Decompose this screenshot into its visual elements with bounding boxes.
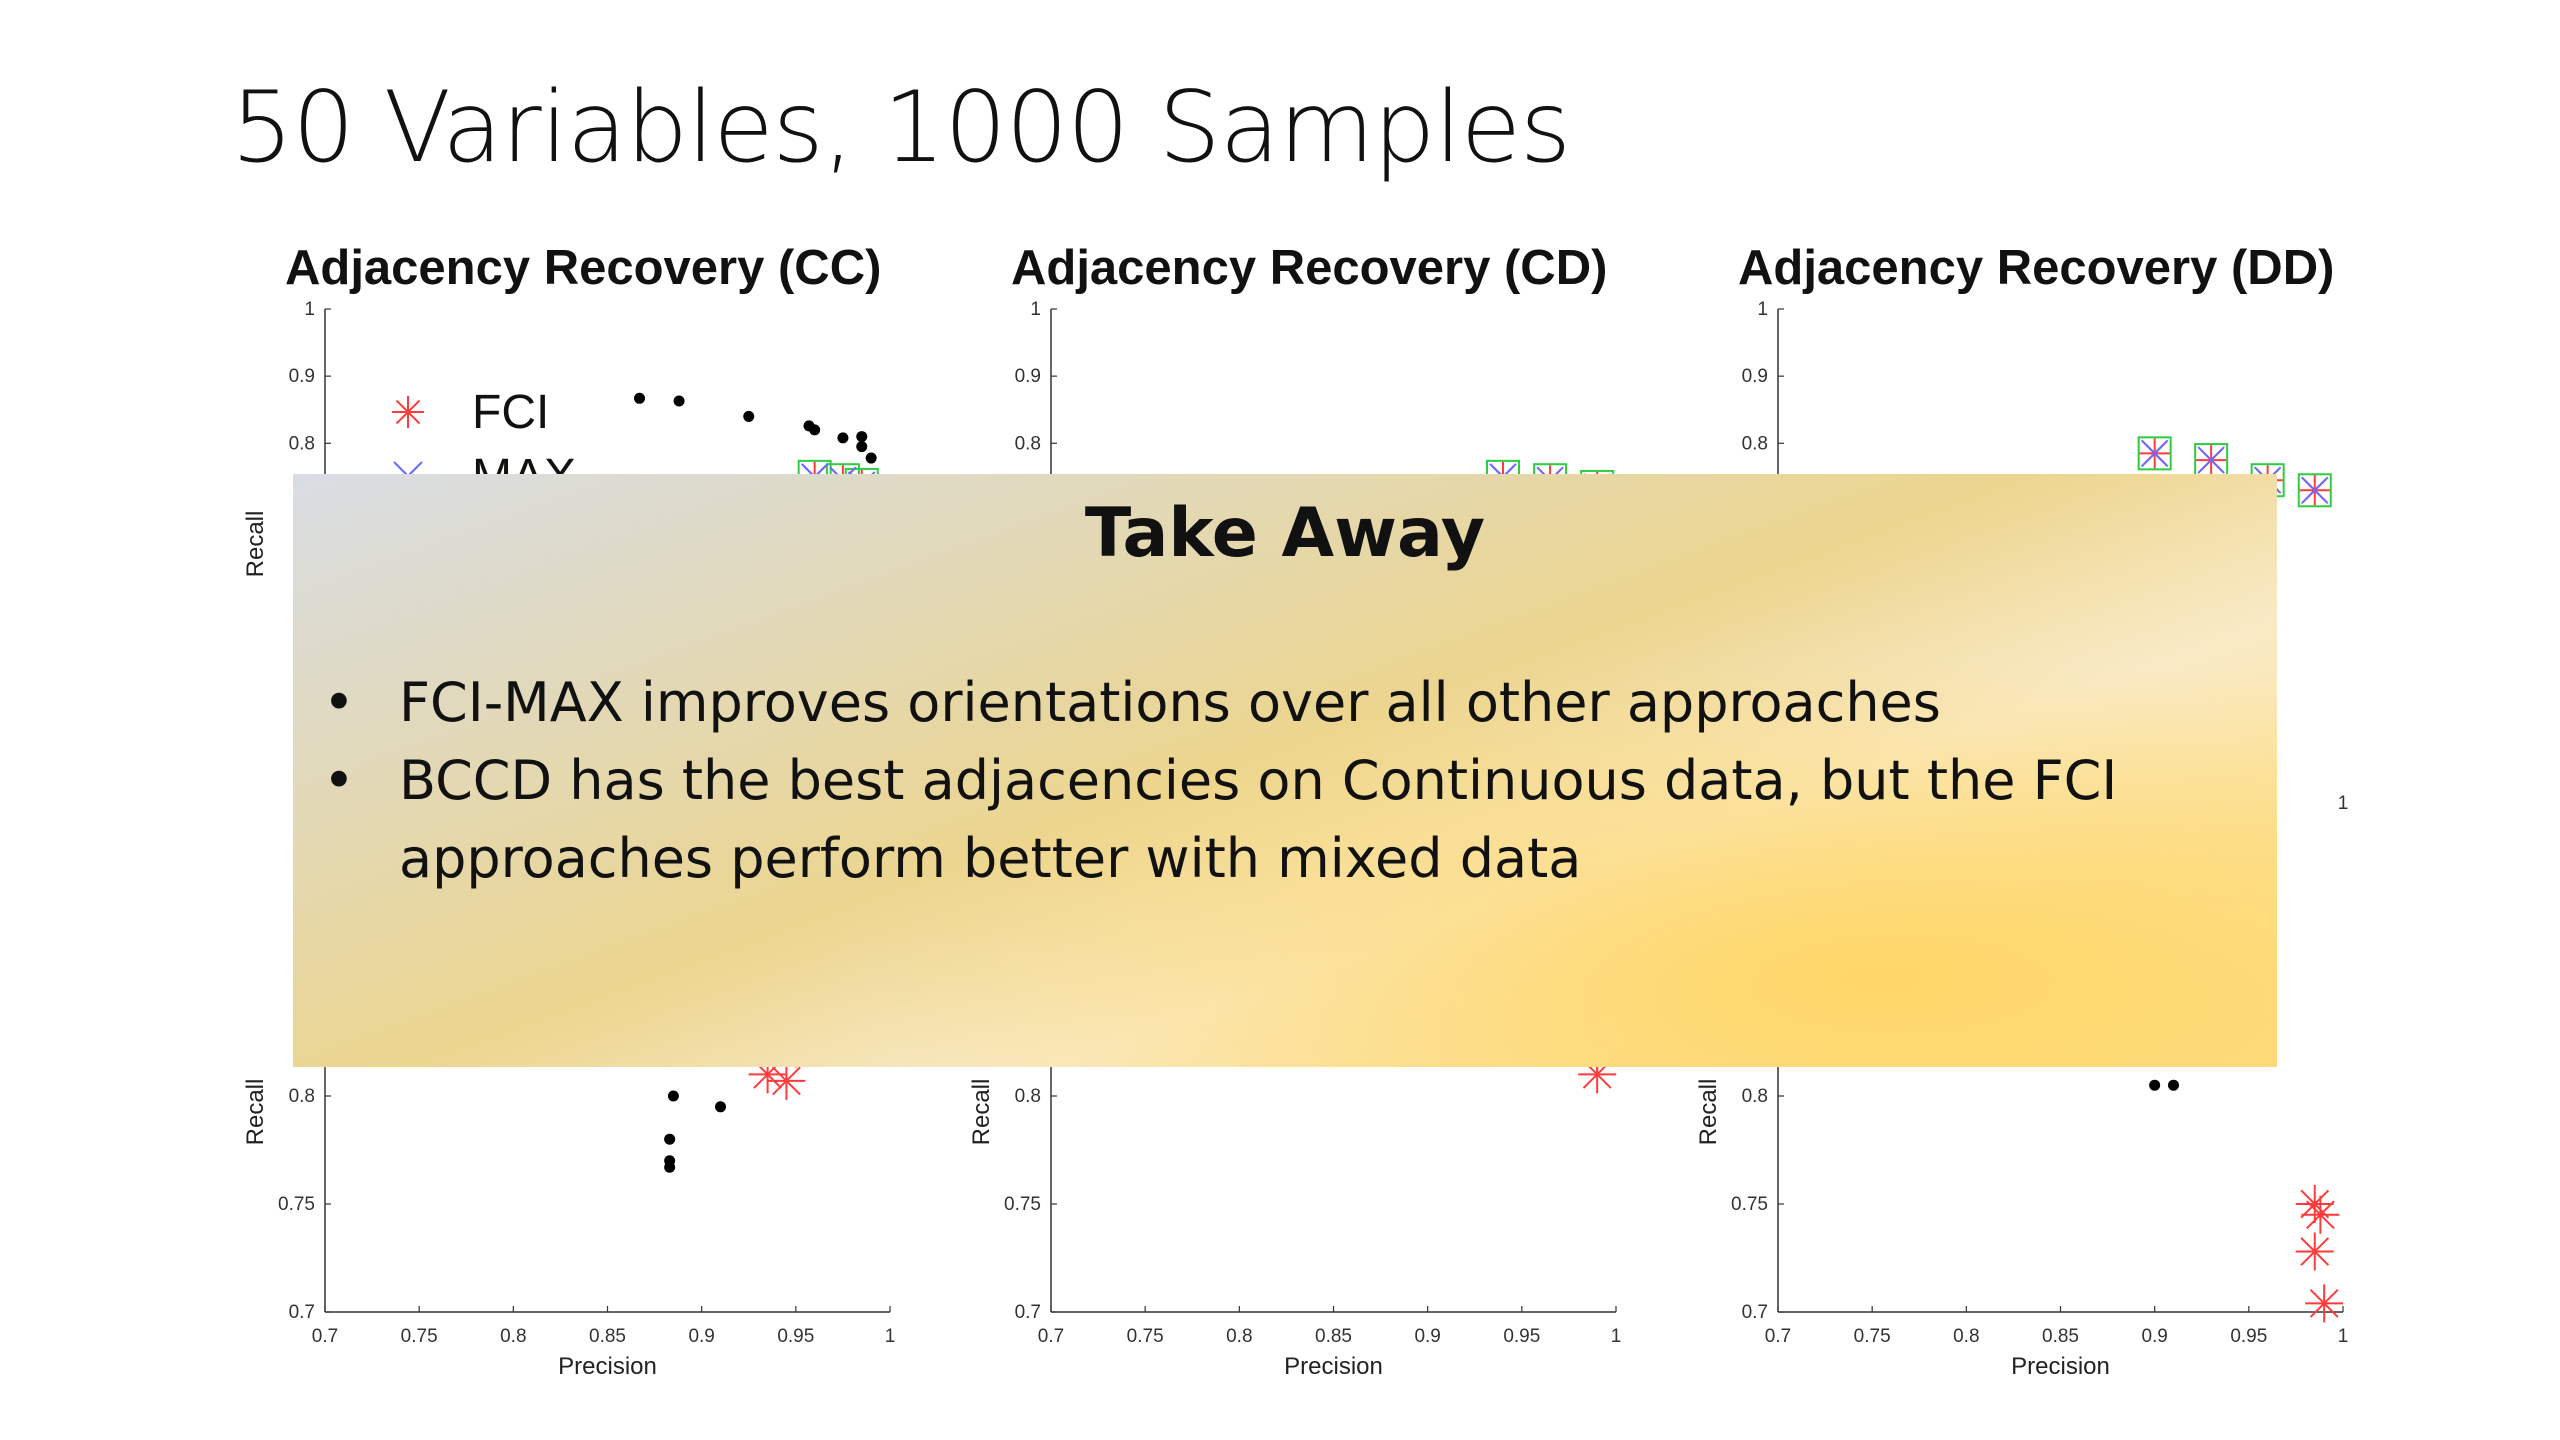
takeaway-bullet: • FCI-MAX improves orientations over all… [323, 664, 2223, 742]
x-tick-label: 0.8 [1953, 1326, 1979, 1347]
takeaway-bullet: • BCCD has the best adjacencies on Conti… [323, 742, 2223, 898]
y-tick-label: 0.8 [289, 433, 315, 454]
x-tick-label: 0.9 [2141, 1326, 2167, 1347]
data-point [856, 431, 868, 443]
data-point [715, 1101, 726, 1113]
y-tick-label: 0.75 [1731, 1194, 1768, 1215]
data-point-asterisk [2305, 1284, 2344, 1323]
x-tick-label: 0.85 [2042, 1326, 2079, 1347]
marker-stroke [395, 399, 421, 425]
marker-stroke [2301, 476, 2329, 504]
data-point [664, 1161, 676, 1173]
chart-title: Adjacency Recovery (DD) [1738, 241, 2335, 295]
slide-title: 50 Variables, 1000 Samples [231, 71, 1571, 185]
data-point [856, 441, 868, 453]
x-tick-label: 0.7 [1765, 1326, 1791, 1347]
y-tick-label: 0.8 [1742, 433, 1768, 454]
x-axis-label: Precision [1284, 1353, 1383, 1380]
x-tick-label: 0.95 [2230, 1326, 2267, 1347]
y-axis-label: Recall [1695, 1079, 1722, 1146]
chart-title: Adjacency Recovery (CD) [1011, 241, 1608, 295]
y-tick-label: 0.8 [289, 1086, 315, 1107]
y-tick-label: 0.9 [1742, 366, 1768, 387]
marker-stroke [2300, 1189, 2330, 1219]
x-tick-label: 0.9 [1414, 1326, 1440, 1347]
x-tick-label: 0.85 [1315, 1326, 1352, 1347]
data-point [667, 1090, 679, 1102]
data-point-asterisk [767, 1061, 806, 1100]
marker-stroke [772, 1066, 801, 1096]
marker-stroke [2306, 1200, 2335, 1230]
data-point-box [2137, 436, 2172, 471]
chart-title: Adjacency Recovery (CC) [285, 241, 882, 295]
bullet-glyph: • [323, 749, 355, 812]
marker-stroke [2140, 439, 2169, 468]
y-tick-label: 0.7 [1742, 1302, 1768, 1323]
data-point-asterisk [2295, 1185, 2334, 1223]
marker-stroke [2309, 1288, 2339, 1318]
y-tick-label: 0.7 [289, 1302, 315, 1323]
data-point [2149, 1079, 2161, 1091]
data-point-asterisk [392, 396, 424, 428]
y-tick-label: 0.7 [1015, 1302, 1041, 1323]
x-tick-label: 1 [2338, 793, 2349, 814]
data-point [664, 1133, 676, 1145]
y-tick-label: 0.8 [1015, 1086, 1041, 1107]
y-tick-label: 1 [1757, 299, 1768, 320]
y-axis-label: Recall [242, 1079, 269, 1146]
y-axis-label: Recall [242, 511, 269, 578]
data-point-x [2140, 439, 2169, 468]
x-tick-label: 1 [885, 1326, 896, 1347]
x-tick-label: 0.7 [312, 1326, 338, 1347]
x-axis-label: Precision [2011, 1353, 2110, 1380]
bullet-glyph: • [323, 671, 355, 734]
y-tick-label: 1 [1030, 299, 1041, 320]
y-tick-label: 0.8 [1742, 1086, 1768, 1107]
y-axis-label: Recall [968, 1079, 995, 1146]
x-tick-label: 0.8 [500, 1326, 526, 1347]
data-point [673, 395, 685, 407]
takeaway-title: Take Away [1084, 494, 1486, 573]
marker-stroke [2197, 446, 2225, 474]
data-point-asterisk [2301, 1195, 2340, 1234]
x-tick-label: 1 [2338, 1326, 2349, 1347]
x-axis-label: Precision [558, 1353, 657, 1380]
data-point [634, 392, 646, 404]
x-tick-label: 0.9 [688, 1326, 714, 1347]
data-point-box [2297, 473, 2332, 508]
marker-stroke [2300, 1237, 2330, 1266]
data-point-x [2197, 446, 2225, 474]
takeaway-list: • FCI-MAX improves orientations over all… [323, 664, 2223, 898]
y-tick-label: 0.9 [1015, 366, 1041, 387]
x-tick-label: 0.75 [401, 1326, 438, 1347]
y-tick-label: 0.9 [289, 366, 315, 387]
data-point [837, 432, 849, 444]
data-point [809, 424, 821, 436]
x-tick-label: 0.95 [1503, 1326, 1540, 1347]
chart-adjacency-dd: Adjacency Recovery (DD) 1 0.9 0.8 1 [1693, 234, 2413, 814]
y-tick-label: 1 [304, 299, 315, 320]
data-point-x [2301, 476, 2329, 504]
data-point-asterisk [2295, 1232, 2334, 1271]
x-tick-label: 1 [1611, 1326, 1622, 1347]
x-tick-label: 0.8 [1226, 1326, 1252, 1347]
x-tick-label: 0.75 [1854, 1326, 1891, 1347]
x-tick-label: 0.95 [777, 1326, 814, 1347]
data-point [2168, 1079, 2179, 1091]
x-tick-label: 0.85 [589, 1326, 626, 1347]
legend-label-fci: FCI [472, 386, 549, 439]
x-tick-label: 0.7 [1038, 1326, 1064, 1347]
takeaway-bullet-text: FCI-MAX improves orientations over all o… [399, 671, 1941, 734]
x-tick-label: 0.75 [1127, 1326, 1164, 1347]
y-tick-label: 0.75 [278, 1194, 315, 1215]
takeaway-box: Take Away • FCI-MAX improves orientation… [293, 474, 2277, 1067]
data-point [743, 410, 755, 422]
y-tick-label: 0.8 [1015, 433, 1041, 454]
y-tick-label: 0.75 [1004, 1194, 1041, 1215]
data-point [865, 452, 877, 464]
takeaway-bullet-text: BCCD has the best adjacencies on Continu… [399, 749, 2118, 890]
